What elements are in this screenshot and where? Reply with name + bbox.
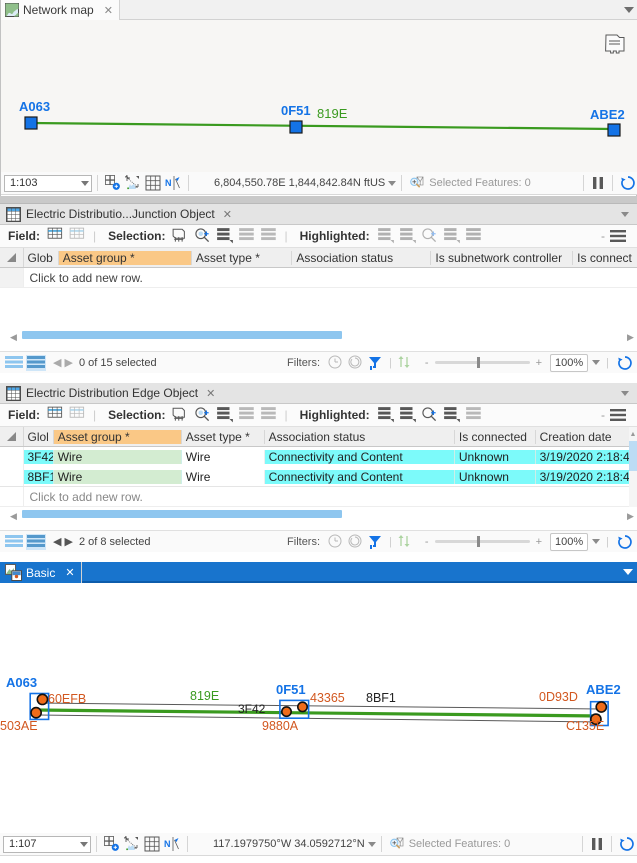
- svg-text:0F51: 0F51: [281, 103, 311, 118]
- svg-text:503AE: 503AE: [0, 719, 38, 733]
- svg-text:8BF1: 8BF1: [366, 691, 396, 705]
- svg-text:43365: 43365: [310, 691, 345, 705]
- svg-text:A063: A063: [19, 99, 50, 114]
- svg-text:N: N: [165, 178, 172, 188]
- svg-text:3F42: 3F42: [238, 702, 266, 716]
- svg-text:A063: A063: [6, 675, 37, 690]
- svg-text:0D93D: 0D93D: [539, 690, 578, 704]
- svg-text:60EFB: 60EFB: [48, 692, 86, 706]
- svg-text:N: N: [164, 839, 171, 849]
- svg-text:ABE2: ABE2: [586, 682, 621, 697]
- svg-text:9880A: 9880A: [262, 719, 299, 733]
- svg-text:819E: 819E: [317, 106, 348, 121]
- svg-text:C135E: C135E: [566, 719, 604, 733]
- svg-text:0F51: 0F51: [276, 682, 306, 697]
- svg-text:819E: 819E: [190, 689, 219, 703]
- svg-text:ABE2: ABE2: [590, 107, 625, 122]
